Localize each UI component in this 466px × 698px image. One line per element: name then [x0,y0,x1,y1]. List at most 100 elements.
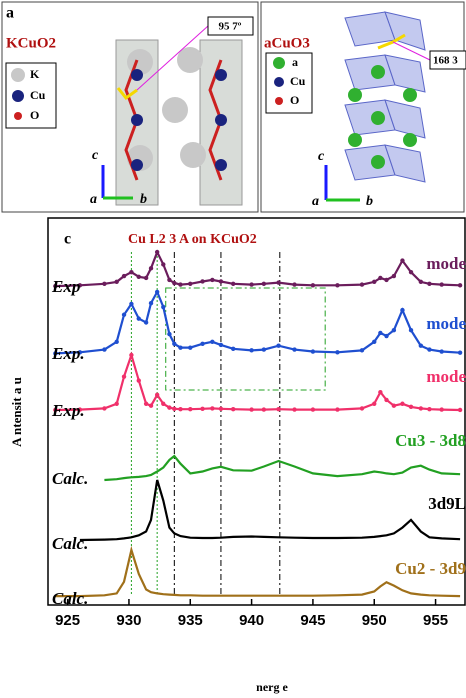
spectrum-line [104,456,460,480]
plot: 925930935940945950955ExpmodeExp.modeExp.… [51,250,466,629]
data-point [161,402,165,406]
data-point [458,350,462,354]
x-tick-label: 955 [423,612,448,629]
data-point [149,301,153,305]
data-point [400,258,404,262]
data-point [137,275,141,279]
panel-label: c [64,231,71,248]
spectrum-line [80,480,460,540]
data-point [439,407,443,411]
data-point [178,407,182,411]
data-point [427,347,431,351]
data-point [409,405,413,409]
axis-label: b [140,192,147,207]
data-point [311,407,315,411]
data-point [378,276,382,280]
axis-label: c [92,148,99,163]
formula: aCuO3 [264,35,310,51]
data-point [155,393,159,397]
data-point [129,302,133,306]
data-point [378,390,382,394]
data-point [172,281,176,285]
data-point [360,282,364,286]
data-point [384,334,388,338]
series-tag: Calc. [52,589,88,608]
data-point [276,407,280,411]
data-point [114,402,118,406]
data-point [392,328,396,332]
data-point [172,407,176,411]
angle: 168 3 [433,55,458,67]
data-point [439,282,443,286]
series-tag: Exp [51,277,80,296]
data-point [102,282,106,286]
data-point [262,347,266,351]
data-point [372,402,376,406]
series-tag: Calc. [52,469,88,488]
data-point [335,283,339,287]
legend-label: mode [426,367,466,386]
data-point [400,402,404,406]
data-point [409,328,413,332]
formula: KCuO2 [6,35,56,51]
data-point [161,262,165,266]
data-point [188,407,192,411]
x-tick-label: 935 [178,612,203,629]
data-point [167,332,171,336]
data-point [114,340,118,344]
data-point [419,344,423,348]
data-point [114,280,118,284]
data-point [276,280,280,284]
legend-label: K [30,67,40,81]
data-point [122,313,126,317]
angle: 95 7º [219,21,242,33]
data-point [200,407,204,411]
data-point [210,340,214,344]
data-point [292,347,296,351]
data-point [360,406,364,410]
axis-label: b [366,194,373,209]
data-point [458,408,462,412]
data-point [219,343,223,347]
data-point [249,407,253,411]
series-tag: Exp. [51,344,85,363]
data-point [439,349,443,353]
data-point [372,340,376,344]
data-point [149,266,153,270]
data-point [144,276,148,280]
data-point [311,283,315,287]
data-point [292,282,296,286]
data-point [219,279,223,283]
data-point [276,344,280,348]
x-tick-label: 945 [300,612,325,629]
data-point [172,342,176,346]
data-point [102,347,106,351]
data-point [155,290,159,294]
data-point [231,347,235,351]
data-point [360,348,364,352]
data-point [102,406,106,410]
data-point [155,250,159,254]
data-point [392,403,396,407]
data-point [311,349,315,353]
data-point [262,282,266,286]
data-point [427,407,431,411]
legend-label: mode [426,254,466,273]
panel-label: a [6,5,14,22]
legend-label: Cu2 - 3d9 [395,559,466,578]
data-point [249,348,253,352]
data-point [378,331,382,335]
data-point [427,282,431,286]
data-point [188,345,192,349]
data-point [149,403,153,407]
legend-label: Cu3 - 3d8 [395,431,466,450]
series-tag: Calc. [52,534,88,553]
data-point [231,407,235,411]
x-tick-label: 930 [116,612,141,629]
data-point [262,407,266,411]
data-point [419,406,423,410]
data-point [137,316,141,320]
data-point [144,320,148,324]
data-point [129,353,133,357]
data-point [400,308,404,312]
